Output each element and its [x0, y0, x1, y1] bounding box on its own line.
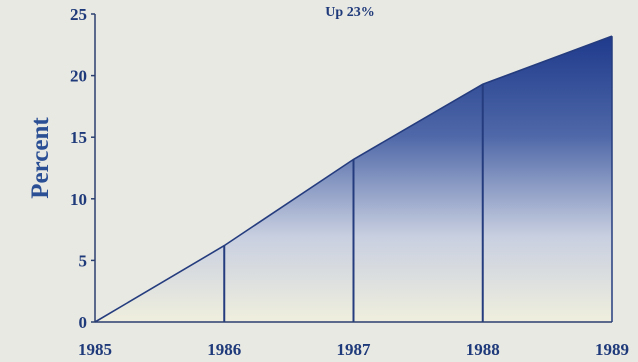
x-tick-label: 1989 — [595, 340, 629, 359]
plot-area: 0 5 10 15 20 25 1985 1986 1987 1988 1989 — [70, 5, 629, 359]
y-axis-label: Percent — [27, 117, 54, 199]
x-tick-label: 1987 — [337, 340, 372, 359]
y-tick-label: 15 — [70, 128, 87, 147]
y-tick-label: 20 — [70, 67, 87, 86]
y-tick-label: 10 — [70, 190, 87, 209]
y-tick-label: 0 — [79, 313, 88, 332]
y-tick-label: 5 — [79, 251, 88, 270]
x-tick-label: 1986 — [207, 340, 241, 359]
annotation-text: Up 23% — [325, 5, 374, 20]
x-tick-label: 1985 — [78, 340, 112, 359]
x-tick-label: 1988 — [466, 340, 500, 359]
y-tick-label: 25 — [70, 5, 87, 24]
